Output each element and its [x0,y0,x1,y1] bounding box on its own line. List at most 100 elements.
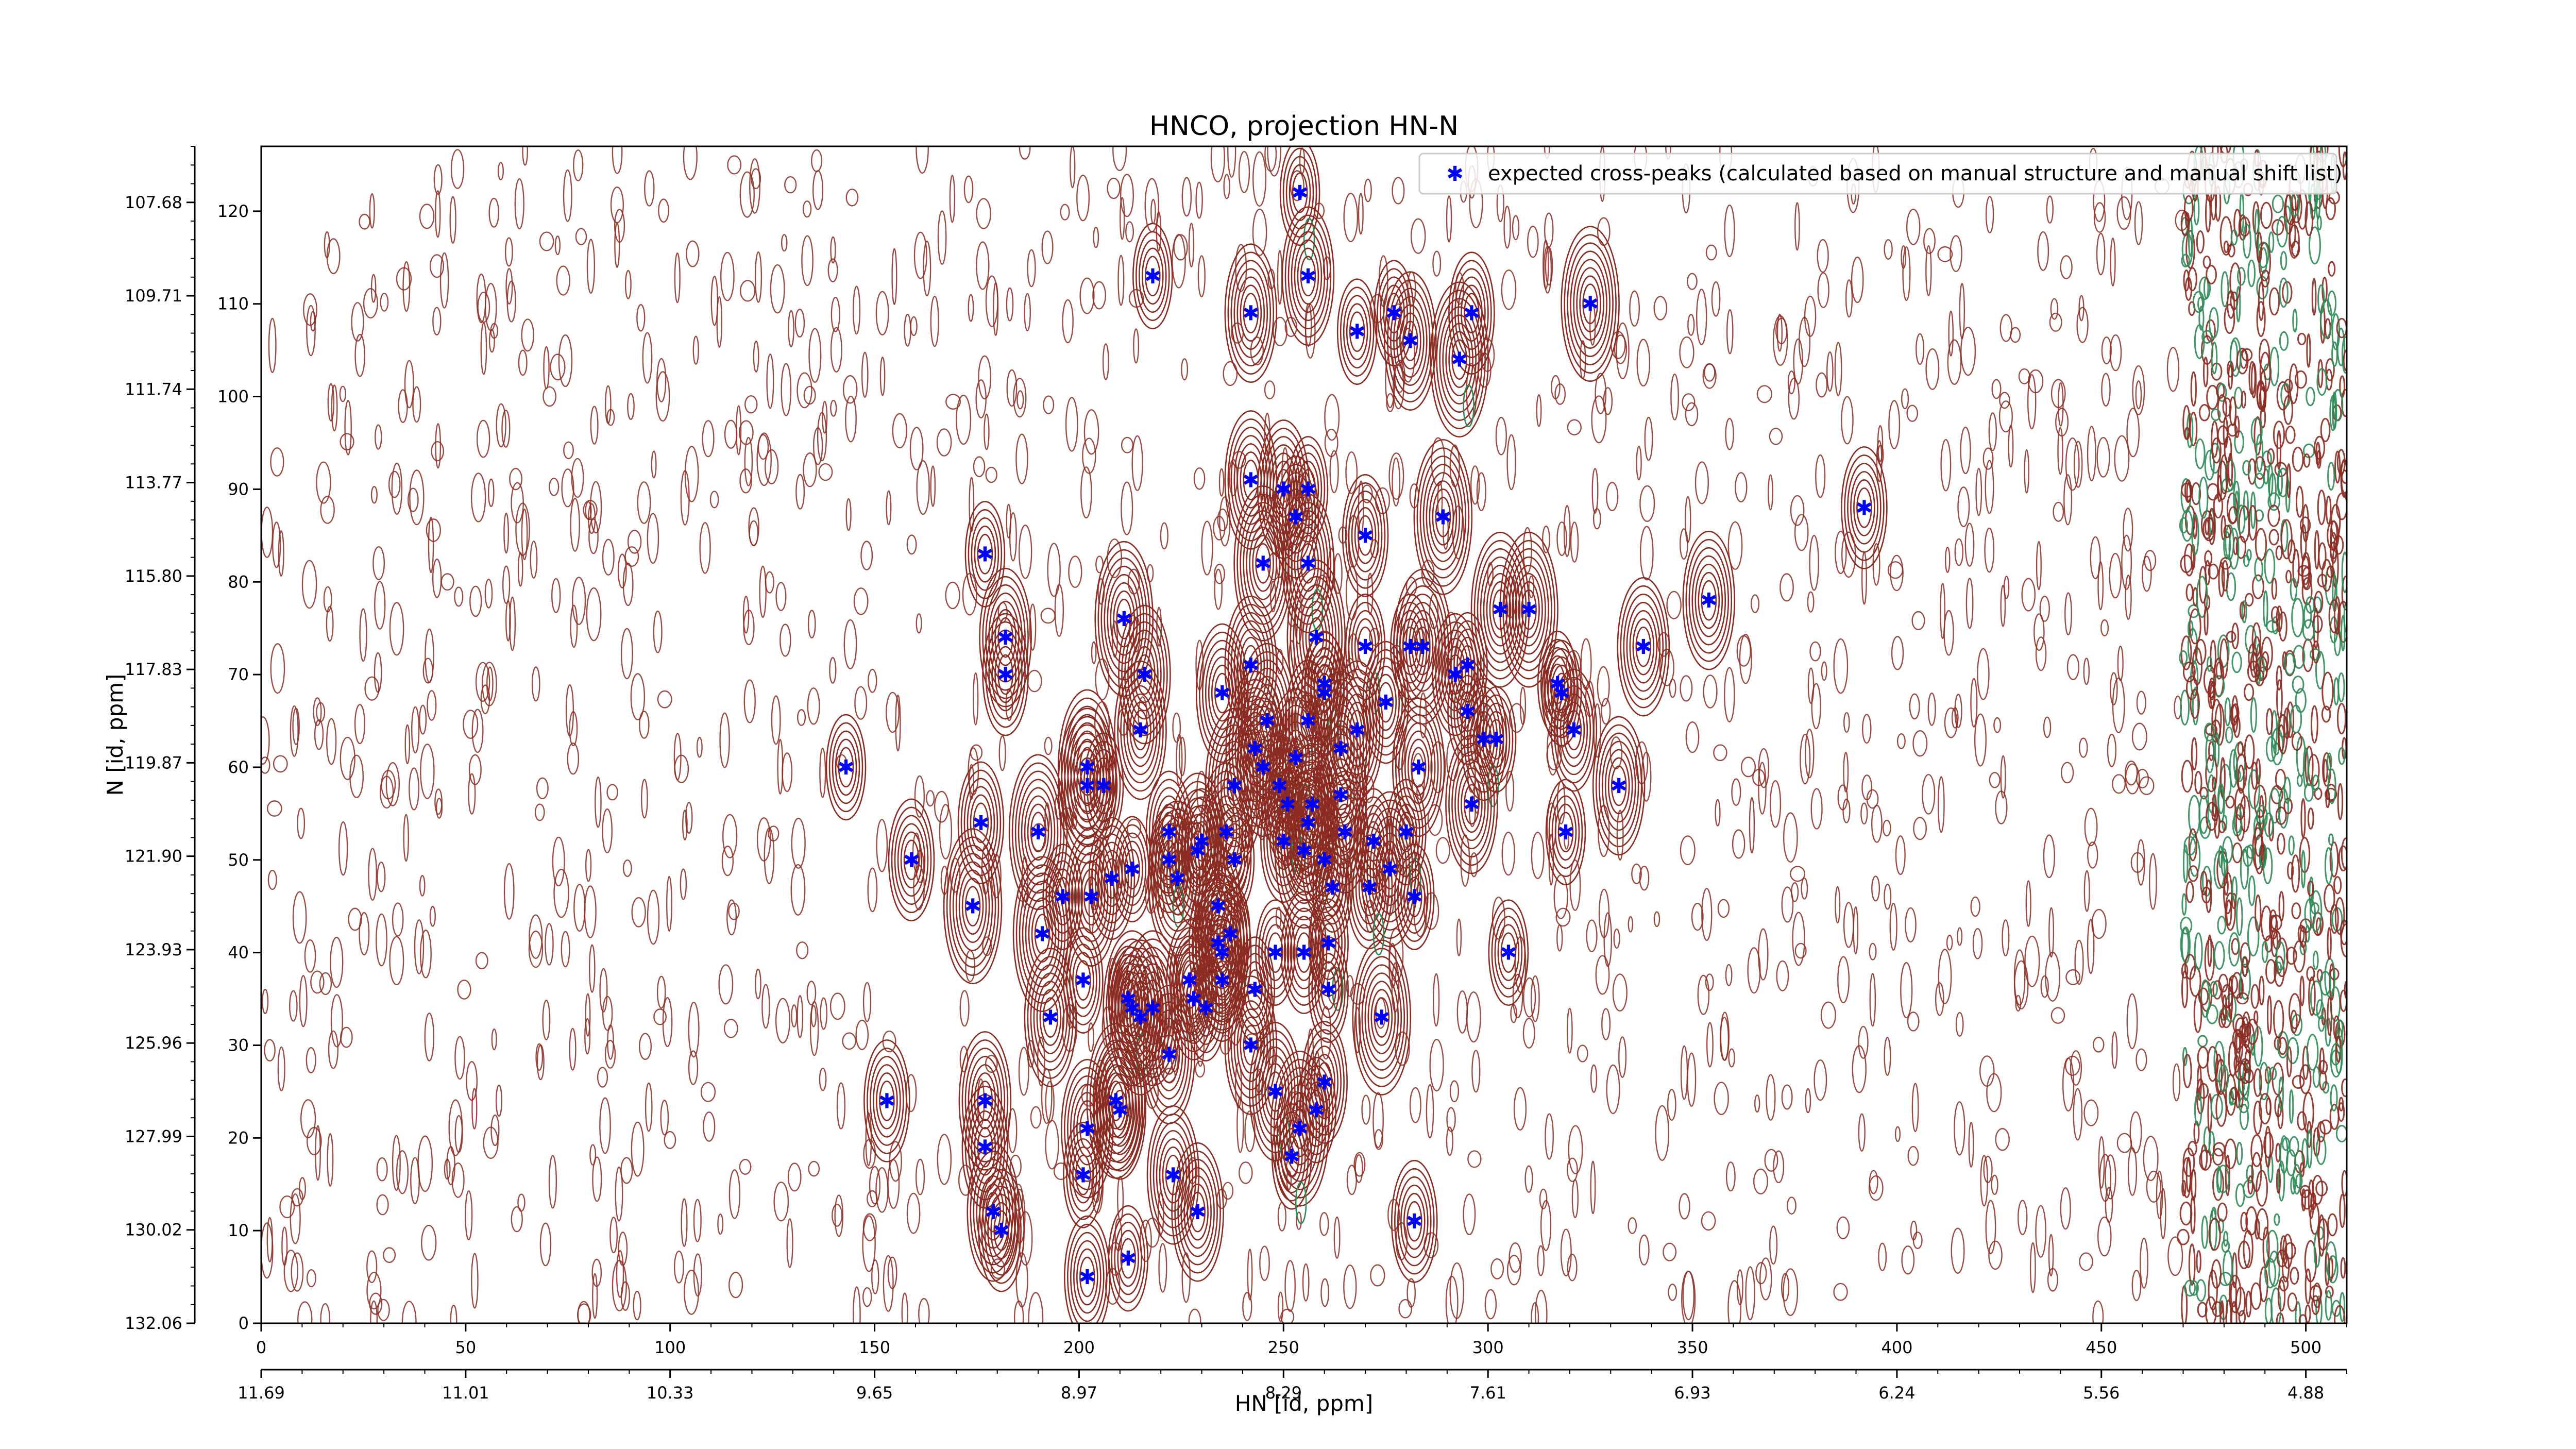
noise-contour [1758,748,1770,788]
noise-contour [2057,427,2063,475]
noise-contour [376,913,387,967]
noise-contour [1446,1126,1453,1156]
cross-peak-marker: ✱ [1451,348,1468,372]
legend-box [1418,153,2337,195]
artifact-contour [2324,884,2335,913]
noise-contour [651,450,657,479]
noise-contour [1957,486,1970,528]
noise-contour [1324,428,1338,457]
peak-contour [1083,877,1099,918]
cross-peak-marker: ✱ [1700,589,1718,613]
noise-contour [2136,768,2149,789]
artifact-contour [2194,770,2202,795]
peak-contour [1192,873,1245,1013]
x-secondary-tick-label: 5.56 [2083,1383,2120,1403]
noise-contour [1868,1175,1884,1201]
peak-contour [1246,518,1280,609]
noise-contour [2066,654,2080,680]
artifact-contour [2238,1097,2249,1114]
cross-peak-marker: ✱ [1447,663,1464,687]
noise-contour [1884,239,1893,260]
artifact-contour [2291,240,2300,257]
artifact-contour [2309,648,2321,661]
artifact-contour [2328,261,2336,277]
artifact-contour [2184,954,2196,980]
noise-contour [2130,852,2145,873]
noise-contour [1955,1012,1964,1037]
noise-contour [1016,390,1024,410]
noise-contour [1631,863,1642,884]
noise-contour [380,293,389,312]
peak-contour [1111,1213,1145,1304]
peak-contour [997,617,1013,658]
noise-contour [1171,1047,1179,1072]
artifact-contour [2266,1229,2279,1263]
peak-contour [1554,803,1577,861]
cross-peak-marker: ✱ [1160,821,1178,845]
noise-contour [990,1258,1006,1279]
peak-contour [1236,276,1265,350]
peak-contour [993,1210,1009,1251]
artifact-contour [2255,758,2261,785]
peak-contour [946,836,999,976]
noise-contour [450,1304,457,1323]
cross-peak-marker: ✱ [1075,1164,1092,1187]
noise-contour [303,293,318,326]
artifact-contour [2334,1305,2346,1323]
noise-contour [958,1165,973,1196]
noise-contour [2083,870,2090,912]
noise-contour [551,578,561,613]
noise-contour [1324,394,1340,441]
noise-contour [1691,902,1704,931]
artifact-contour [2325,1290,2332,1321]
artifact-contour [2278,1160,2285,1202]
noise-contour [419,704,427,735]
peak-contour [1486,572,1515,647]
peak-contour [1352,843,1387,933]
peak-contour [835,738,857,796]
peak-contour [984,1185,1019,1276]
peak-contour [1058,689,1117,846]
peak-contour [1129,701,1151,759]
artifact-contour [2196,1250,2201,1273]
peak-contour [1488,899,1529,1006]
noise-contour [985,275,998,327]
artifact-contour [2260,201,2273,229]
peak-contour [1473,540,1527,680]
noise-contour [531,666,540,702]
peak-contour [967,1142,1020,1282]
peak-contour [1292,172,1308,213]
noise-contour [2028,369,2044,394]
noise-contour [1957,927,1963,946]
artifact-contour [2236,504,2246,534]
cross-peak-marker: ✱ [1299,265,1317,289]
peak-contour [1243,1025,1259,1066]
noise-contour [622,859,632,877]
noise-contour [1927,692,1936,726]
noise-contour [1977,648,1990,700]
noise-contour [666,875,672,932]
noise-contour [2024,935,2040,987]
noise-contour [1913,817,1927,840]
noise-contour [1833,1283,1848,1301]
noise-contour [370,485,378,504]
noise-contour [976,198,991,229]
artifact-contour [2309,1285,2323,1302]
noise-contour [842,375,858,404]
noise-contour [914,775,925,818]
noise-contour [1787,370,1795,395]
artifact-contour [2224,304,2235,334]
noise-contour [403,814,409,862]
noise-contour [656,358,667,402]
noise-contour [1682,1271,1695,1321]
noise-contour [2074,939,2084,985]
peak-contour [1312,834,1353,941]
peak-contour [1604,749,1633,823]
noise-contour [631,1121,645,1177]
artifact-contour [2291,854,2300,893]
peak-contour [1400,860,1429,934]
noise-contour [662,997,673,1048]
noise-contour [807,687,820,725]
peak-contour [1345,593,1386,700]
noise-contour [575,228,587,245]
